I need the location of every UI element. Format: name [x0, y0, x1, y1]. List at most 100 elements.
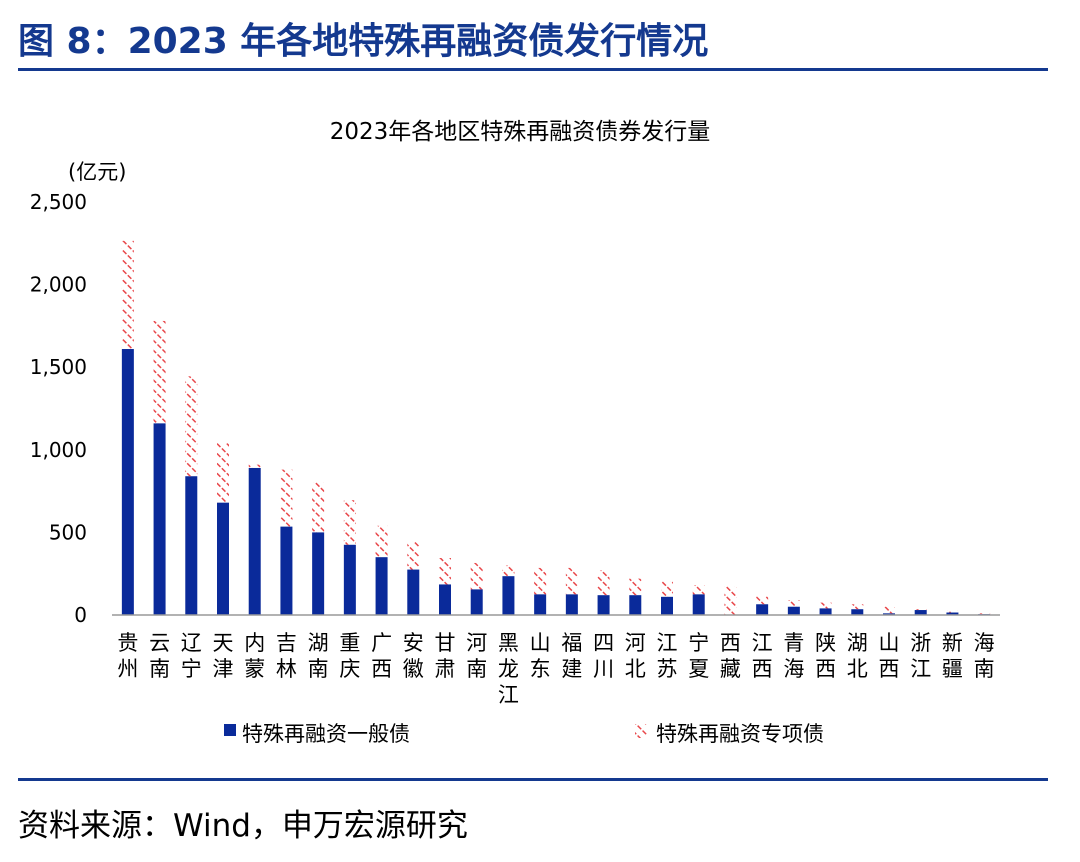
bar-general-13: [534, 594, 547, 615]
bar-general-11: [470, 589, 483, 615]
bar-special-15: [597, 570, 610, 596]
y-tick-label: 0: [74, 603, 87, 627]
x-tick-label: 安徽: [403, 631, 424, 681]
bar-general-26: [946, 612, 959, 615]
y-tick-label: 1,000: [30, 438, 87, 462]
x-tick-label: 辽宁: [181, 631, 202, 681]
bar-special-4: [248, 464, 261, 468]
bar-special-17: [661, 581, 673, 597]
bar-special-5: [280, 469, 293, 527]
bar-general-22: [819, 608, 832, 615]
bar-general-3: [217, 502, 229, 615]
bar-special-25: [914, 609, 927, 611]
x-tick-label: 新疆: [942, 631, 963, 681]
x-tick-label: 湖北: [847, 631, 868, 681]
source-note: 资料来源：Wind，申万宏源研究: [18, 808, 468, 844]
x-tick-label: 海南: [974, 631, 995, 681]
y-tick-label: 1,500: [30, 355, 87, 379]
bar-special-27: [978, 613, 991, 615]
bar-general-16: [629, 595, 642, 615]
bar-general-24: [883, 613, 895, 615]
bar-special-16: [629, 578, 642, 596]
bar-special-24: [883, 606, 895, 614]
x-tick-label: 江苏: [657, 631, 678, 681]
bar-general-25: [914, 610, 927, 615]
bar-general-20: [756, 604, 769, 615]
x-tick-label: 山东: [530, 631, 551, 681]
bar-special-7: [343, 500, 356, 545]
bar-special-1: [153, 320, 166, 424]
bar-special-6: [312, 482, 325, 533]
x-tick-label: 青海: [783, 631, 804, 681]
x-tick-label: 重庆: [339, 631, 360, 681]
bar-general-5: [280, 526, 293, 615]
bar-special-26: [946, 610, 959, 613]
bar-general-18: [692, 594, 705, 615]
x-tick-label: 吉林: [276, 631, 297, 681]
x-tick-label: 西藏: [720, 631, 741, 681]
x-tick-label: 山西: [879, 631, 900, 681]
bar-general-4: [248, 467, 261, 615]
x-tick-label: 陕西: [815, 631, 836, 681]
bar-special-8: [375, 525, 388, 558]
bar-special-0: [121, 240, 134, 350]
bar-special-11: [470, 562, 483, 590]
bar-general-1: [153, 423, 166, 615]
stacked-bar-chart: 2023年各地区特殊再融资债券发行量 (亿元) 0 500 1,000 1,500 2,…: [30, 119, 1000, 746]
x-tick-label: 内蒙: [244, 631, 265, 681]
y-axis-ticks: 0 500 1,000 1,500 2,000 2,500: [30, 190, 87, 627]
y-tick-label: 2,000: [30, 273, 87, 297]
figure-title: 图 8：2023 年各地特殊再融资债发行情况: [18, 21, 709, 62]
bar-special-13: [534, 567, 547, 595]
bar-special-9: [407, 541, 420, 570]
x-tick-label: 河南: [466, 631, 487, 681]
chart-title: 2023年各地区特殊再融资债券发行量: [330, 119, 711, 145]
x-tick-label: 宁夏: [688, 631, 709, 681]
x-axis-labels: 贵州云南辽宁天津内蒙吉林湖南重庆广西安徽甘肃河南黑龙江山东福建四川河北江苏宁夏西…: [117, 631, 994, 707]
legend-label-general: 特殊再融资一般债: [242, 722, 410, 746]
bottom-rule: [18, 778, 1048, 781]
bar-special-2: [185, 376, 198, 477]
bar-special-3: [217, 443, 229, 503]
x-tick-label: 甘肃: [435, 631, 456, 681]
bar-general-21: [787, 606, 800, 615]
bar-special-14: [565, 567, 578, 595]
x-tick-label: 福建: [561, 631, 582, 681]
bar-general-0: [121, 349, 134, 615]
bar-special-10: [439, 558, 451, 585]
bars: [121, 240, 991, 615]
bar-special-20: [756, 596, 769, 605]
legend: 特殊再融资一般债 特殊再融资专项债: [224, 722, 824, 746]
x-tick-label: 湖南: [308, 631, 329, 681]
bar-general-23: [851, 609, 864, 615]
legend-swatch-general: [224, 724, 236, 736]
bar-general-8: [375, 557, 388, 615]
legend-label-special: 特殊再融资专项债: [656, 722, 824, 746]
bar-general-17: [661, 596, 673, 615]
x-tick-label: 河北: [625, 631, 646, 681]
x-tick-label: 贵州: [117, 631, 138, 681]
bar-general-14: [565, 594, 578, 615]
y-tick-label: 2,500: [30, 190, 87, 214]
top-rule: [18, 68, 1048, 71]
bar-general-7: [343, 544, 356, 615]
x-tick-label: 天津: [213, 631, 234, 681]
bar-general-10: [439, 584, 451, 615]
bar-special-21: [787, 600, 800, 607]
bar-special-19: [724, 586, 737, 615]
legend-swatch-special: [635, 724, 647, 738]
y-axis-unit-label: (亿元): [68, 160, 126, 184]
x-tick-label: 黑龙江: [498, 631, 519, 707]
x-tick-label: 云南: [149, 631, 170, 681]
x-tick-label: 江西: [752, 631, 773, 681]
bar-special-18: [692, 585, 705, 595]
x-tick-label: 广西: [371, 631, 392, 681]
bar-general-9: [407, 569, 420, 615]
bar-special-23: [851, 604, 864, 610]
bar-special-22: [819, 602, 832, 609]
bar-general-2: [185, 476, 198, 615]
x-tick-label: 浙江: [910, 631, 931, 681]
x-tick-label: 四川: [593, 631, 614, 681]
bar-general-6: [312, 532, 325, 615]
y-tick-label: 500: [49, 520, 87, 544]
